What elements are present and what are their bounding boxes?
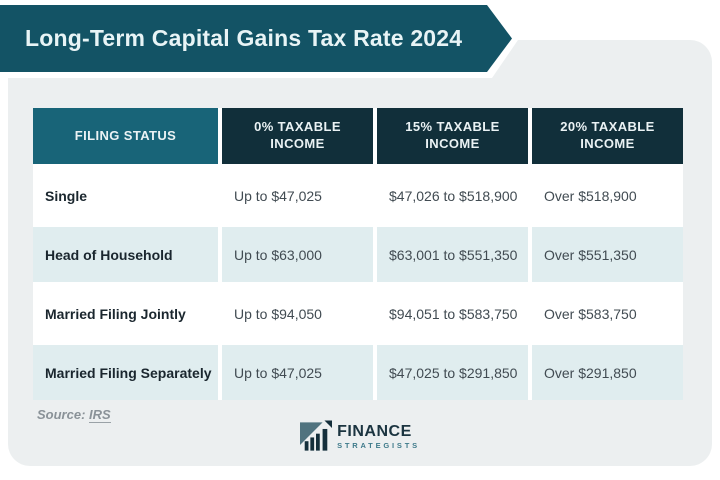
cell-15-percent: $63,001 to $551,350 — [377, 227, 528, 282]
title-banner: Long-Term Capital Gains Tax Rate 2024 — [0, 5, 512, 72]
column-header-label: FILING STATUS — [74, 127, 177, 143]
cell-0-percent: Up to $47,025 — [222, 345, 373, 400]
logo-name: FINANCE — [337, 422, 412, 440]
finance-strategists-logo: FINANCE STRATEGISTS — [8, 420, 712, 453]
cell-20-percent: Over $291,850 — [532, 345, 683, 400]
cell-20-percent: Over $518,900 — [532, 168, 683, 223]
column-header-filing-status: FILING STATUS — [33, 108, 218, 164]
cell-15-percent: $47,026 to $518,900 — [377, 168, 528, 223]
cell-filing-status: Head of Household — [33, 227, 218, 282]
column-header-20-percent: 20% TAXABLE INCOME — [532, 108, 683, 164]
source-link[interactable]: IRS — [89, 407, 111, 423]
column-header-15-percent: 15% TAXABLE INCOME — [377, 108, 528, 164]
cell-0-percent: Up to $63,000 — [222, 227, 373, 282]
source-note: Source: IRS — [37, 407, 111, 423]
cell-filing-status: Married Filing Separately — [33, 345, 218, 400]
cell-filing-status: Single — [33, 168, 218, 223]
column-header-0-percent: 0% TAXABLE INCOME — [222, 108, 373, 164]
logo-wordmark: FINANCE STRATEGISTS — [337, 422, 420, 450]
cell-0-percent: Up to $47,025 — [222, 168, 373, 223]
column-header-label: 0% TAXABLE INCOME — [254, 119, 341, 151]
cell-filing-status: Married Filing Jointly — [33, 286, 218, 341]
cell-15-percent: $47,025 to $291,850 — [377, 345, 528, 400]
cell-20-percent: Over $551,350 — [532, 227, 683, 282]
column-header-label: 20% TAXABLE INCOME — [560, 119, 655, 151]
column-header-label: 15% TAXABLE INCOME — [405, 119, 500, 151]
page-title: Long-Term Capital Gains Tax Rate 2024 — [25, 25, 463, 51]
tax-rate-table: FILING STATUS 0% TAXABLE INCOME 15% TAXA… — [33, 108, 683, 400]
source-label: Source: — [37, 407, 86, 422]
bar-chart-arrow-icon — [300, 420, 333, 451]
content-card: FILING STATUS 0% TAXABLE INCOME 15% TAXA… — [8, 40, 712, 466]
logo-tagline: STRATEGISTS — [337, 440, 420, 450]
cell-20-percent: Over $583,750 — [532, 286, 683, 341]
cell-15-percent: $94,051 to $583,750 — [377, 286, 528, 341]
cell-0-percent: Up to $94,050 — [222, 286, 373, 341]
